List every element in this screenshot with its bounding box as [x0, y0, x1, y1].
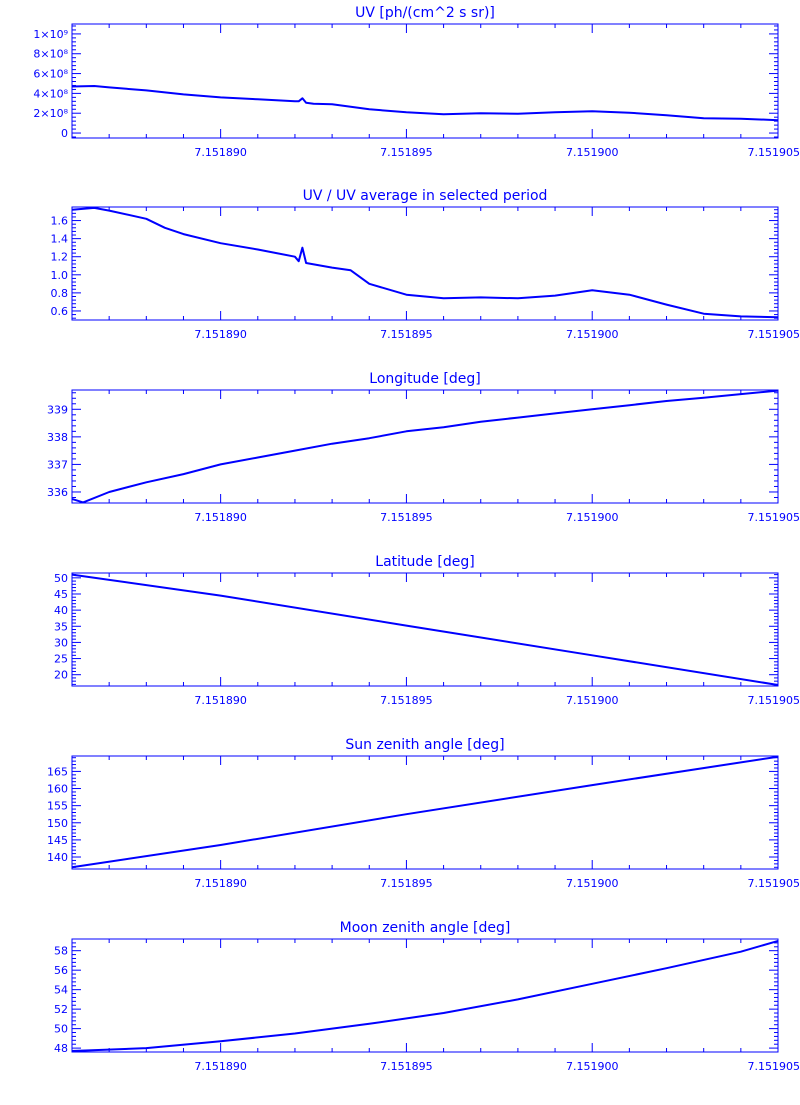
- x-tick-label: 7.151905: [748, 877, 800, 890]
- y-tick-label: 1.2: [51, 251, 69, 264]
- y-tick-label: 145: [47, 834, 68, 847]
- x-tick-label: 7.151900: [566, 511, 619, 524]
- y-tick-label: 25: [54, 653, 68, 666]
- y-tick-label: 140: [47, 851, 68, 864]
- chart-title-6: Moon zenith angle [deg]: [340, 920, 511, 936]
- plot-frame-3: [72, 390, 778, 503]
- y-tick-label: 165: [47, 765, 68, 778]
- y-tick-label: 337: [47, 458, 68, 471]
- x-tick-label: 7.151895: [380, 328, 433, 341]
- x-tick-label: 7.151895: [380, 146, 433, 159]
- series-line-4: [72, 575, 778, 685]
- series-line-3: [72, 391, 778, 503]
- y-tick-label: 0.8: [51, 287, 69, 300]
- chart-title-1: UV [ph/(cm^2 s sr)]: [355, 5, 495, 21]
- x-tick-label: 7.151895: [380, 1060, 433, 1073]
- y-tick-label: 50: [54, 572, 68, 585]
- x-tick-label: 7.151895: [380, 694, 433, 707]
- x-tick-label: 7.151895: [380, 877, 433, 890]
- x-tick-label: 7.151890: [194, 146, 247, 159]
- x-tick-label: 7.151890: [194, 1060, 247, 1073]
- y-tick-label: 1.0: [51, 269, 69, 282]
- y-tick-label: 1×10⁹: [33, 28, 68, 41]
- y-tick-label: 35: [54, 620, 68, 633]
- series-line-6: [72, 941, 778, 1051]
- y-tick-label: 52: [54, 1003, 68, 1016]
- x-tick-label: 7.151900: [566, 328, 619, 341]
- x-tick-label: 7.151890: [194, 877, 247, 890]
- y-tick-label: 48: [54, 1042, 68, 1055]
- x-tick-label: 7.151905: [748, 328, 800, 341]
- x-tick-label: 7.151905: [748, 511, 800, 524]
- chart-title-4: Latitude [deg]: [375, 554, 474, 570]
- x-tick-label: 7.151900: [566, 877, 619, 890]
- y-tick-label: 336: [47, 486, 68, 499]
- y-tick-label: 54: [54, 984, 68, 997]
- plot-frame-1: [72, 24, 778, 138]
- plot-frame-2: [72, 207, 778, 320]
- y-tick-label: 339: [47, 403, 68, 416]
- x-tick-label: 7.151900: [566, 694, 619, 707]
- y-tick-label: 45: [54, 588, 68, 601]
- y-tick-label: 56: [54, 964, 68, 977]
- x-tick-label: 7.151905: [748, 1060, 800, 1073]
- series-line-2: [72, 208, 778, 317]
- y-tick-label: 40: [54, 604, 68, 617]
- series-line-1: [72, 86, 778, 120]
- x-tick-label: 7.151895: [380, 511, 433, 524]
- y-tick-label: 30: [54, 636, 68, 649]
- y-tick-label: 155: [47, 800, 68, 813]
- chart-title-5: Sun zenith angle [deg]: [345, 737, 504, 753]
- y-tick-label: 1.6: [51, 215, 69, 228]
- plot-frame-6: [72, 939, 778, 1052]
- x-tick-label: 7.151900: [566, 146, 619, 159]
- y-tick-label: 160: [47, 783, 68, 796]
- x-tick-label: 7.151890: [194, 328, 247, 341]
- x-tick-label: 7.151890: [194, 694, 247, 707]
- y-tick-label: 150: [47, 817, 68, 830]
- x-tick-label: 7.151905: [748, 694, 800, 707]
- x-tick-label: 7.151890: [194, 511, 247, 524]
- y-tick-label: 338: [47, 431, 68, 444]
- y-tick-label: 0.6: [51, 305, 69, 318]
- x-tick-label: 7.151905: [748, 146, 800, 159]
- y-tick-label: 0: [61, 127, 68, 140]
- y-tick-label: 8×10⁸: [33, 48, 68, 61]
- y-tick-label: 4×10⁸: [33, 87, 68, 100]
- y-tick-label: 20: [54, 669, 68, 682]
- y-tick-label: 2×10⁸: [33, 107, 68, 120]
- x-tick-label: 7.151900: [566, 1060, 619, 1073]
- series-line-5: [72, 757, 778, 868]
- y-tick-label: 6×10⁸: [33, 68, 68, 81]
- y-tick-label: 50: [54, 1023, 68, 1036]
- chart-title-3: Longitude [deg]: [369, 371, 480, 387]
- y-tick-label: 1.4: [51, 233, 69, 246]
- chart-title-2: UV / UV average in selected period: [303, 188, 548, 204]
- y-tick-label: 58: [54, 945, 68, 958]
